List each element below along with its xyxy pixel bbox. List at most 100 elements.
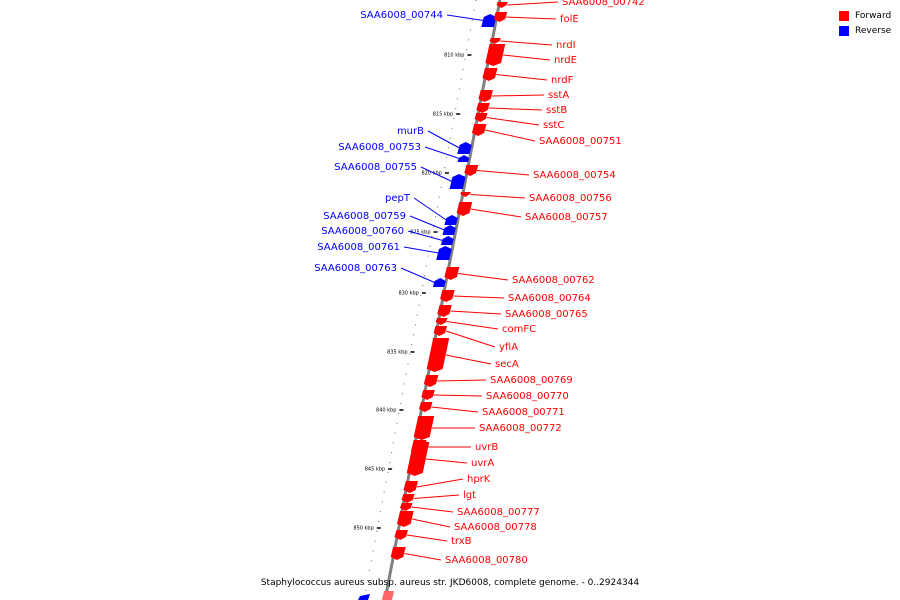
gene-block [457, 155, 470, 162]
leader-line [413, 494, 460, 499]
gene-block [403, 481, 419, 493]
gene-label: hprK [467, 474, 491, 485]
gene-block [426, 338, 450, 372]
gene-sstc: sstC [474, 113, 564, 131]
gene-block [474, 113, 488, 122]
gene-label: SAA6008_00751 [539, 136, 622, 147]
gene-block [435, 318, 448, 325]
gene-label: sstB [546, 105, 567, 116]
tick-mark: 845 kbp [365, 467, 393, 473]
leader-line [425, 458, 468, 464]
gene-saa6008_00762: SAA6008_00762 [444, 267, 595, 286]
gene-saa6008_00771: SAA6008_00771 [419, 402, 565, 418]
leader-line [403, 246, 439, 254]
leader-line [411, 506, 454, 513]
tick-mark: 815 kbp [433, 112, 461, 118]
gene-block [394, 530, 408, 540]
gene-saa6008_00742: SAA6008_00742 [496, 0, 645, 8]
gene-block [478, 90, 493, 102]
leader-line [427, 130, 460, 149]
gene-block [444, 215, 458, 225]
gene-comfc: comFC [435, 318, 536, 335]
gene-saa6008_00769: SAA6008_00769 [423, 375, 573, 387]
leader-line [470, 208, 522, 218]
gene-saa6008_00780: SAA6008_00780 [390, 547, 528, 566]
gene-block [432, 278, 446, 287]
gene-label: SAA6008_00770 [486, 391, 569, 402]
gene-label: secA [495, 359, 519, 370]
gene-label: sstC [543, 120, 564, 131]
gene-block [433, 326, 448, 336]
gene-label: nrdI [556, 40, 576, 51]
gene-block [396, 511, 414, 527]
leader-line [477, 170, 530, 176]
leader-line [412, 518, 451, 528]
tick-label: 810 kbp [444, 53, 464, 59]
gene-block [482, 68, 498, 81]
tick-mark: 830 kbp [398, 291, 426, 297]
tick-label: 850 kbp [353, 526, 373, 532]
leader-line [420, 166, 453, 182]
leader-line [407, 230, 443, 241]
leader-line [500, 40, 553, 46]
tick-mark: 810 kbp [444, 53, 472, 59]
gene-block [471, 124, 487, 136]
gene-saa6008_00753: SAA6008_00753 [338, 142, 470, 162]
leader-line [507, 1, 559, 6]
gene-saa6008_00764: SAA6008_00764 [440, 290, 591, 304]
gene-saa6008_00778: SAA6008_00778 [396, 511, 537, 533]
gene-label: nrdE [554, 55, 577, 66]
gene-block [457, 142, 472, 154]
leader-line [404, 553, 442, 561]
leader-line [485, 129, 536, 142]
gene-block [493, 12, 508, 22]
gene-saa6008_00761: SAA6008_00761 [317, 242, 452, 260]
leader-line [406, 534, 448, 542]
tick-label: 840 kbp [376, 408, 396, 414]
gene-label: SAA6008_00753 [338, 142, 421, 153]
gene-label: SAA6008_00742 [562, 0, 645, 8]
gene-label: SAA6008_00780 [445, 555, 528, 566]
leader-line [446, 14, 484, 21]
gene-block [476, 103, 490, 113]
gene-label: SAA6008_00769 [490, 375, 573, 386]
gene-saa6008_00772: SAA6008_00772 [413, 416, 562, 440]
gene-block [401, 494, 415, 503]
gene-block [437, 305, 452, 317]
gene-saa6008_00777: SAA6008_00777 [400, 503, 540, 518]
gene-block [419, 402, 433, 412]
leader-line [506, 16, 557, 20]
gene-label: SAA6008_00764 [508, 293, 591, 304]
tick-mark: 825 kbp [410, 230, 438, 236]
gene-saa6008_00755: SAA6008_00755 [334, 162, 466, 189]
gene-label: pepT [385, 193, 411, 204]
gene-label: SAA6008_00778 [454, 522, 537, 533]
gene-label: lgt [463, 490, 476, 501]
gene-features: SAA6008_00742 SAA6008_00744 folE nrdI nrdE nr… [314, 0, 645, 600]
gene-label: trxB [451, 536, 472, 547]
leader-line [470, 194, 526, 199]
gene-seca: secA [426, 338, 519, 372]
gene-uvra: uvrA [406, 442, 494, 476]
tick-label: 830 kbp [398, 291, 418, 297]
tick-mark: 840 kbp [376, 408, 404, 414]
gene-label: SAA6008_00765 [505, 309, 588, 320]
leader-line [445, 330, 496, 348]
gene-block [444, 267, 460, 280]
gene-lgt: lgt [401, 490, 476, 503]
tick-label: 845 kbp [365, 467, 385, 473]
tick-label: 825 kbp [410, 230, 430, 236]
gene-label: SAA6008_00755 [334, 162, 417, 173]
gene-block [489, 38, 501, 44]
gene-block [460, 192, 471, 197]
gene-label: uvrA [471, 458, 494, 469]
leader-line [400, 267, 435, 283]
gene-saa6008_00759: SAA6008_00759 [323, 211, 456, 235]
gene-block [406, 442, 430, 476]
gene-block [449, 174, 466, 189]
gene-label: SAA6008_00761 [317, 242, 400, 253]
leader-line [488, 107, 543, 111]
gene-block [400, 503, 413, 511]
gene-block [421, 390, 435, 400]
reverse-swatch [839, 25, 849, 36]
